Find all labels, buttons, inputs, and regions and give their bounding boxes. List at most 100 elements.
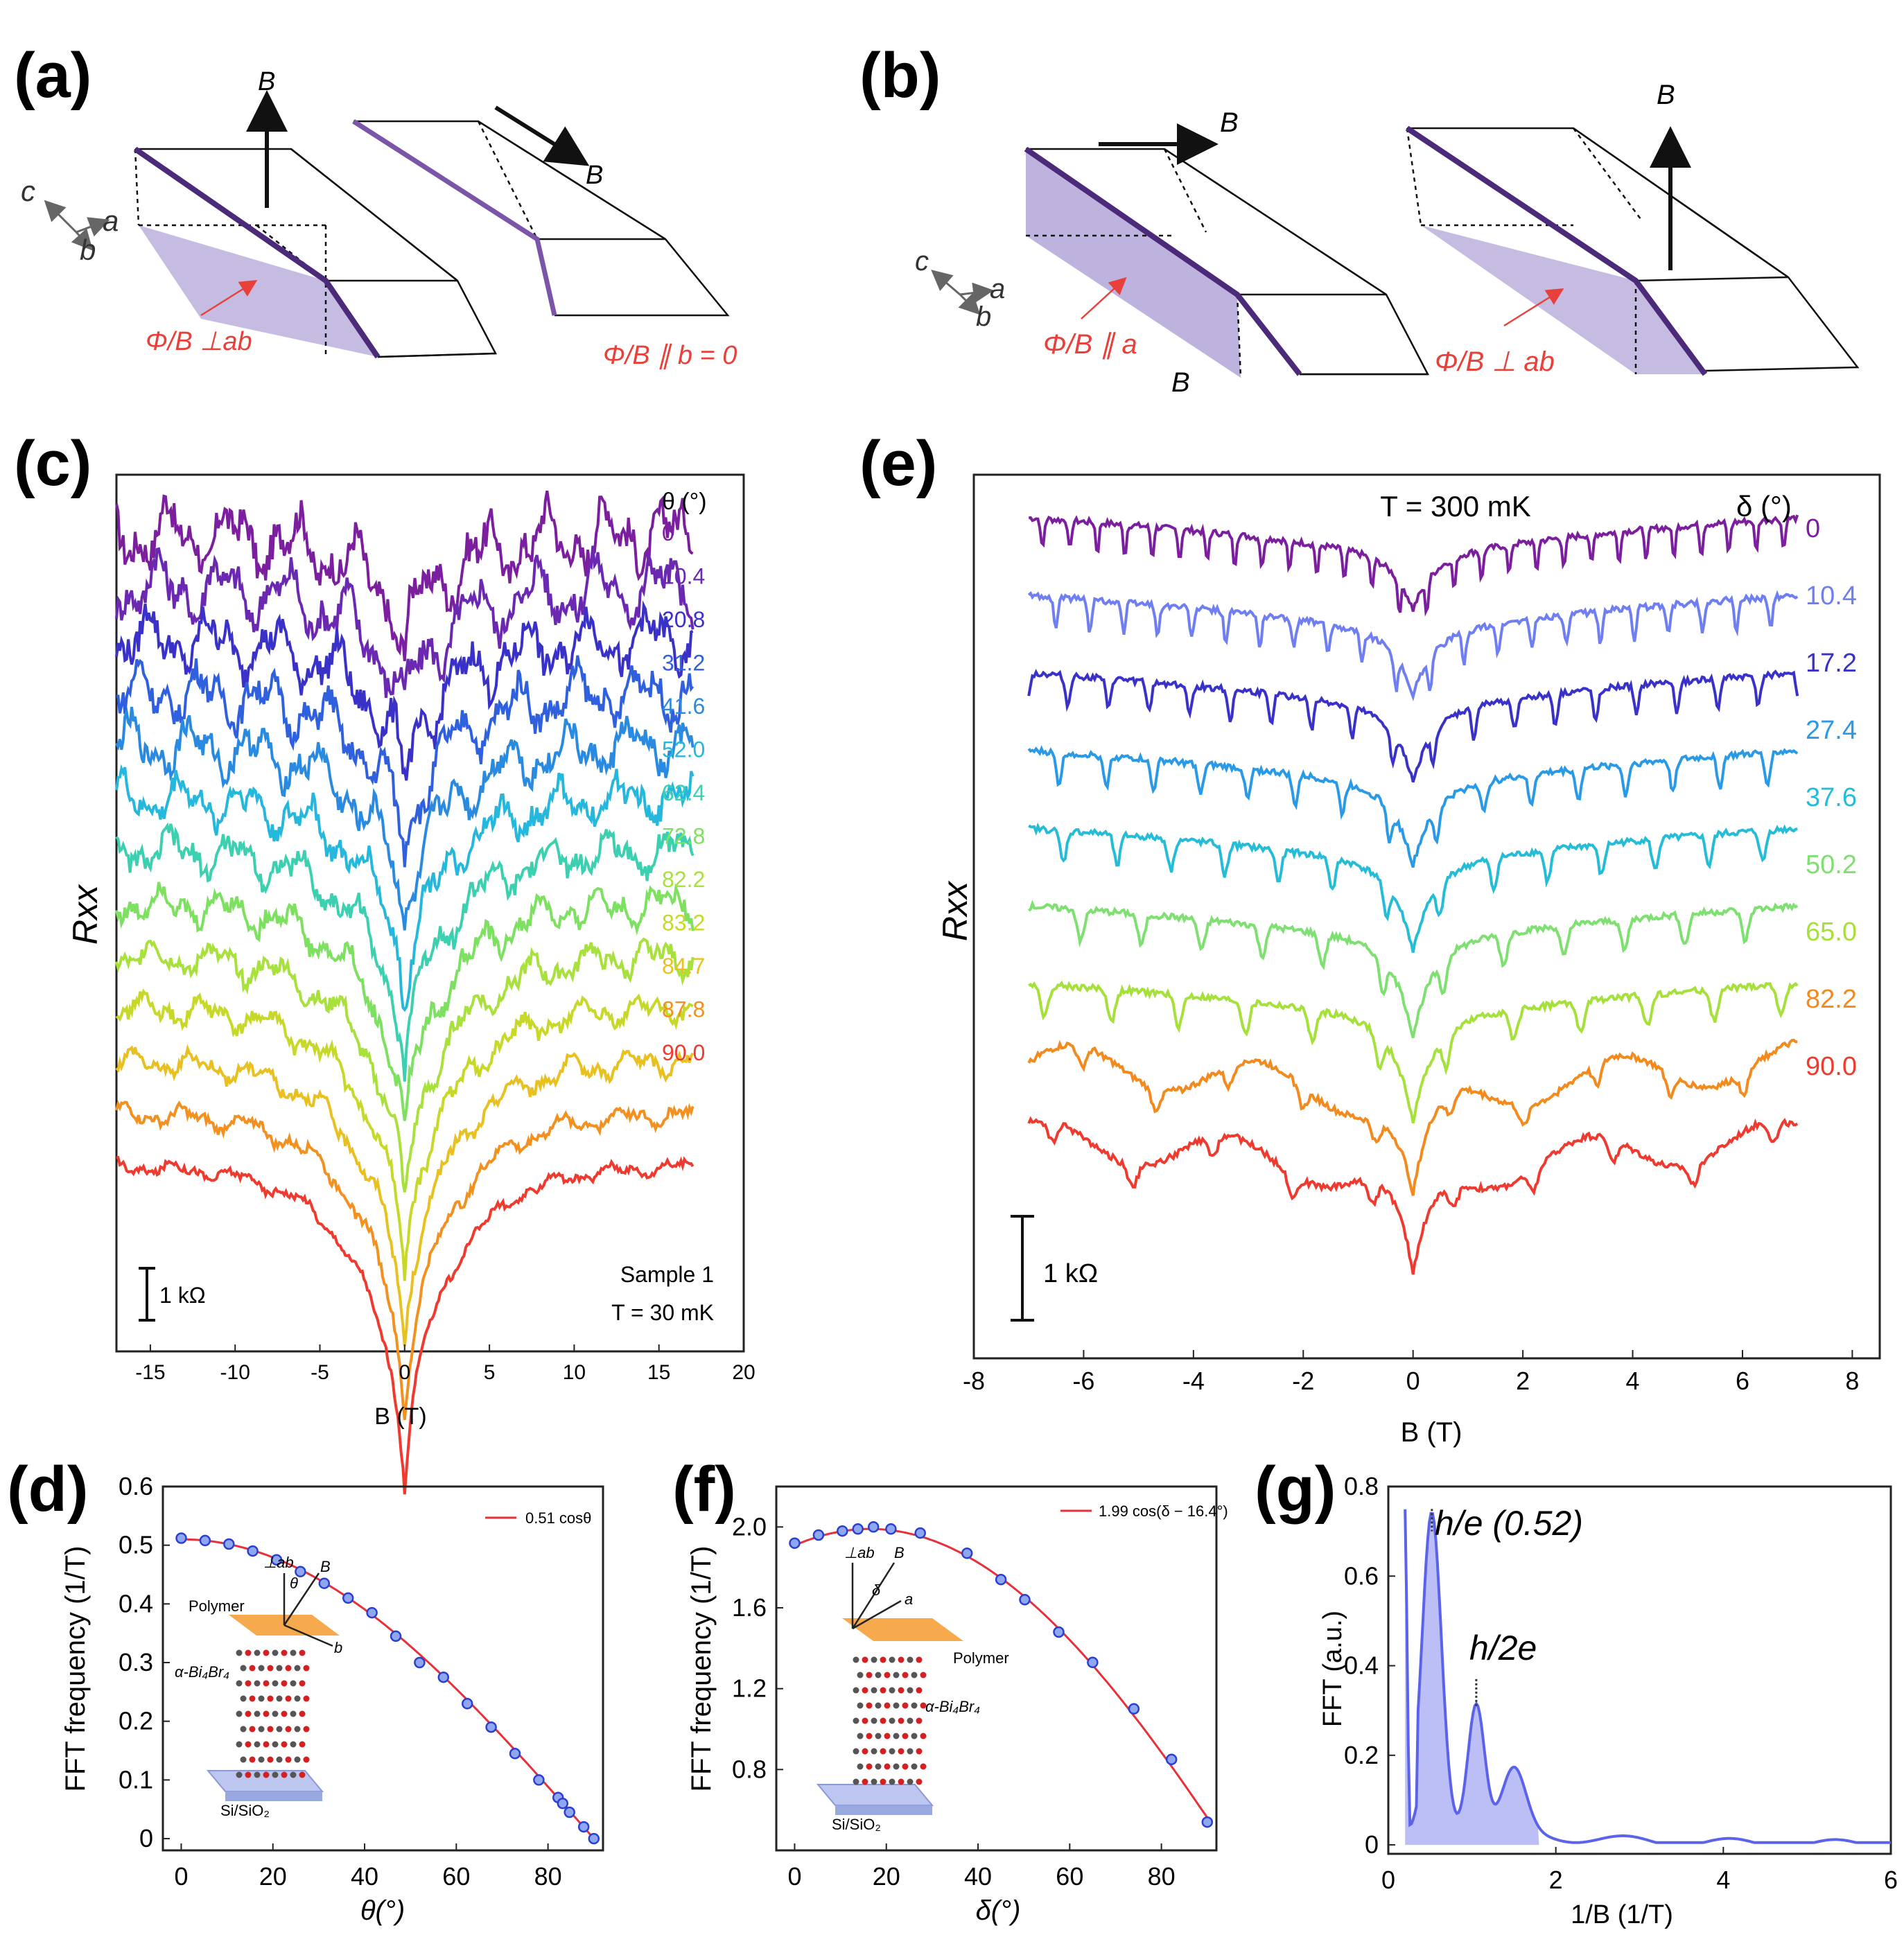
g-xtick-6: 6 bbox=[1884, 1866, 1898, 1894]
panel-c-curves bbox=[115, 490, 695, 1495]
note-arrow-a-left bbox=[200, 280, 258, 317]
g-ytick-0.4: 0.4 bbox=[1344, 1651, 1379, 1680]
f-plot-point-14 bbox=[1201, 1816, 1214, 1828]
series-label-c-20.8: 20.8 bbox=[662, 607, 705, 632]
f-plot-point-2 bbox=[837, 1525, 848, 1537]
g-ytick-0: 0 bbox=[1365, 1830, 1379, 1859]
g-xtick-2: 2 bbox=[1549, 1866, 1563, 1894]
d-plot-ytick-0.5: 0.5 bbox=[119, 1531, 153, 1559]
inset-f-field: B bbox=[894, 1544, 905, 1561]
f-plot-point-13 bbox=[1165, 1753, 1178, 1766]
inset-f-crystal: α-Bi₄Br₄ bbox=[925, 1698, 980, 1715]
panel-e-legend-title: δ (°) bbox=[1736, 490, 1792, 523]
panel-d-frame bbox=[161, 1485, 604, 1852]
series-label-c-52.0: 52.0 bbox=[662, 737, 705, 762]
d-plot-point-2 bbox=[223, 1538, 235, 1550]
d-plot-ytick-0.1: 0.1 bbox=[119, 1765, 153, 1794]
d-plot-xtick-20: 20 bbox=[259, 1862, 287, 1891]
panel-c-legend-title: θ (°) bbox=[662, 489, 707, 515]
axis-c-label-b: c bbox=[915, 246, 929, 277]
prism-right bbox=[353, 120, 730, 317]
panel-f-fit-label: 1.99 cos(δ − 16.4°) bbox=[1099, 1502, 1228, 1520]
series-label-e-17.2: 17.2 bbox=[1806, 649, 1857, 678]
d-plot-point-20 bbox=[588, 1832, 600, 1845]
panel-f-plot: 0 20 40 60 80 0.8 1.2 1.6 2.0 bbox=[732, 1512, 1214, 1891]
axis-b-label-b: b bbox=[976, 301, 991, 332]
d-plot-point-18 bbox=[564, 1806, 575, 1818]
d-plot-ytick-0: 0 bbox=[139, 1824, 153, 1852]
d-plot-point-11 bbox=[437, 1671, 450, 1683]
series-label-e-65.0: 65.0 bbox=[1806, 918, 1857, 947]
series-label-e-90.0: 90.0 bbox=[1806, 1052, 1857, 1081]
axis-a-label-b: a bbox=[990, 274, 1005, 304]
curve-e-10.4 bbox=[1027, 590, 1799, 702]
panel-e-scalebar bbox=[1011, 1215, 1034, 1322]
prism-b-left bbox=[1026, 148, 1430, 378]
series-label-e-50.2: 50.2 bbox=[1806, 850, 1857, 879]
d-plot-point-13 bbox=[485, 1721, 497, 1733]
panel-d-chart: 0 20 40 60 80 0 0.1 0.2 0.3 0.4 0.5 0.6 0.51 cosθ θ… bbox=[60, 1472, 604, 1926]
curve-c-0 bbox=[115, 490, 694, 662]
panel-e-xlabel: B (T) bbox=[1401, 1417, 1462, 1448]
d-plot-ytick-0.2: 0.2 bbox=[119, 1707, 153, 1735]
d-plot-point-5 bbox=[295, 1566, 306, 1578]
panel-c-frame bbox=[115, 473, 745, 1353]
panel-e-frame bbox=[972, 473, 1881, 1360]
panel-label-g: (g) bbox=[1255, 1454, 1336, 1525]
tick-e--8: -8 bbox=[963, 1367, 985, 1395]
tick-e--6: -6 bbox=[1072, 1367, 1094, 1395]
field-label-b-top: B bbox=[1220, 107, 1239, 138]
panel-a-schematic: c a b B Φ/B ⊥ab B bbox=[21, 67, 737, 370]
tick-e-6: 6 bbox=[1736, 1367, 1749, 1395]
d-plot-ytick-0.3: 0.3 bbox=[119, 1648, 153, 1676]
panel-e-chart: 0 10.4 17.2 27.4 37.6 50.2 65.0 82.2 90.0 -8 -6 -4… bbox=[936, 473, 1881, 1448]
d-plot-xtick-0: 0 bbox=[174, 1862, 188, 1891]
panel-c-chart: 0 10.4 20.8 31.2 41.6 52.0 62.4 72.8 82.2 83.2 84.… bbox=[66, 473, 756, 1495]
f-plot-point-1 bbox=[812, 1529, 825, 1541]
axis-triad-a bbox=[44, 200, 110, 251]
axis-a-label: a bbox=[103, 204, 119, 237]
panel-f-ylabel: FFT frequency (1/T) bbox=[686, 1546, 717, 1792]
series-label-c-10.4: 10.4 bbox=[662, 564, 705, 589]
curve-e-50.2 bbox=[1028, 900, 1799, 1039]
inset-d-theta: θ bbox=[290, 1575, 298, 1592]
curve-e-90.0 bbox=[1027, 1116, 1799, 1275]
panel-c-scalebar-label: 1 kΩ bbox=[159, 1283, 206, 1308]
curve-c-83.2 bbox=[115, 988, 694, 1281]
f-plot-point-5 bbox=[885, 1523, 897, 1535]
f-plot-ytick-1.6: 1.6 bbox=[732, 1593, 767, 1622]
d-plot-point-10 bbox=[414, 1656, 426, 1669]
tick-e-2: 2 bbox=[1516, 1367, 1530, 1395]
d-plot-point-3 bbox=[247, 1545, 259, 1557]
panel-c-temp: T = 30 mK bbox=[611, 1300, 714, 1325]
flux-plane-b-left bbox=[1026, 149, 1241, 378]
panel-f-legend: 1.99 cos(δ − 16.4°) bbox=[1060, 1502, 1228, 1520]
series-label-c-87.8: 87.8 bbox=[662, 997, 705, 1022]
tick-c--10: -10 bbox=[220, 1361, 250, 1384]
tick-c-20: 20 bbox=[732, 1361, 755, 1384]
flux-edge-b-left bbox=[1024, 146, 1302, 376]
panel-label-b: (b) bbox=[859, 40, 941, 111]
curve-e-82.2 bbox=[1027, 1038, 1798, 1196]
panel-d-plot: 0 20 40 60 80 0 0.1 0.2 0.3 0.4 0.5 0.6 bbox=[119, 1472, 600, 1891]
panel-label-a: (a) bbox=[14, 40, 91, 111]
panel-e-x-ticks: -8 -6 -4 -2 0 2 4 6 8 bbox=[963, 1350, 1859, 1395]
f-plot-ytick-0.8: 0.8 bbox=[732, 1755, 767, 1783]
f-plot-point-0 bbox=[789, 1537, 801, 1549]
series-label-e-82.2: 82.2 bbox=[1806, 985, 1857, 1014]
tick-c-15: 15 bbox=[647, 1361, 670, 1384]
panel-f-inset: ⊥ab δ B a Polymer α-Bi₄Br₄ Si/SiO₂ bbox=[816, 1544, 1009, 1833]
curve-e-27.4 bbox=[1027, 745, 1799, 868]
panel-d-xlabel: θ(°) bbox=[360, 1895, 405, 1926]
series-label-c-41.6: 41.6 bbox=[662, 694, 705, 719]
curve-c-62.4 bbox=[115, 822, 695, 1082]
series-label-c-62.4: 62.4 bbox=[662, 780, 705, 805]
field-label-b-bottom: B bbox=[1171, 367, 1190, 398]
inset-f-perp: ⊥ab bbox=[844, 1544, 875, 1561]
tick-c--5: -5 bbox=[311, 1361, 329, 1384]
f-plot-xtick-40: 40 bbox=[964, 1862, 992, 1891]
g-ytick-0.2: 0.2 bbox=[1344, 1741, 1379, 1769]
inset-d-substrate: Si/SiO₂ bbox=[220, 1802, 270, 1819]
flux-edge-b-right bbox=[1405, 125, 1708, 376]
